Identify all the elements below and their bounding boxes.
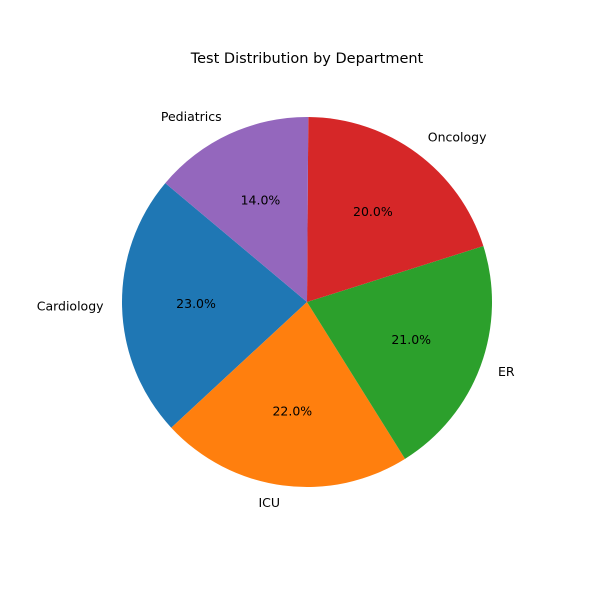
pie-slices <box>121 117 492 487</box>
slice-label-cardiology: Cardiology <box>37 298 104 313</box>
percent-label-icu: 22.0% <box>272 404 312 419</box>
pie-labels: Cardiology 23.0% ICU 22.0% ER 21.0% Oncology 20… <box>37 109 515 510</box>
slice-label-icu: ICU <box>259 495 281 510</box>
slice-label-oncology: Oncology <box>428 130 487 145</box>
pie-slice-oncology <box>307 117 484 302</box>
chart-title: Test Distribution by Department <box>190 51 424 67</box>
slice-label-er: ER <box>498 364 515 379</box>
pie-slice-pediatrics <box>165 117 309 302</box>
pie-slice-cardiology <box>121 183 307 428</box>
slice-label-pediatrics: Pediatrics <box>161 109 222 124</box>
percent-label-cardiology: 23.0% <box>176 296 216 311</box>
pie-slice-er <box>307 246 492 459</box>
pie-slice-icu <box>171 302 406 487</box>
percent-label-pediatrics: 14.0% <box>241 193 281 208</box>
percent-label-oncology: 20.0% <box>353 204 393 219</box>
percent-label-er: 21.0% <box>391 332 431 347</box>
